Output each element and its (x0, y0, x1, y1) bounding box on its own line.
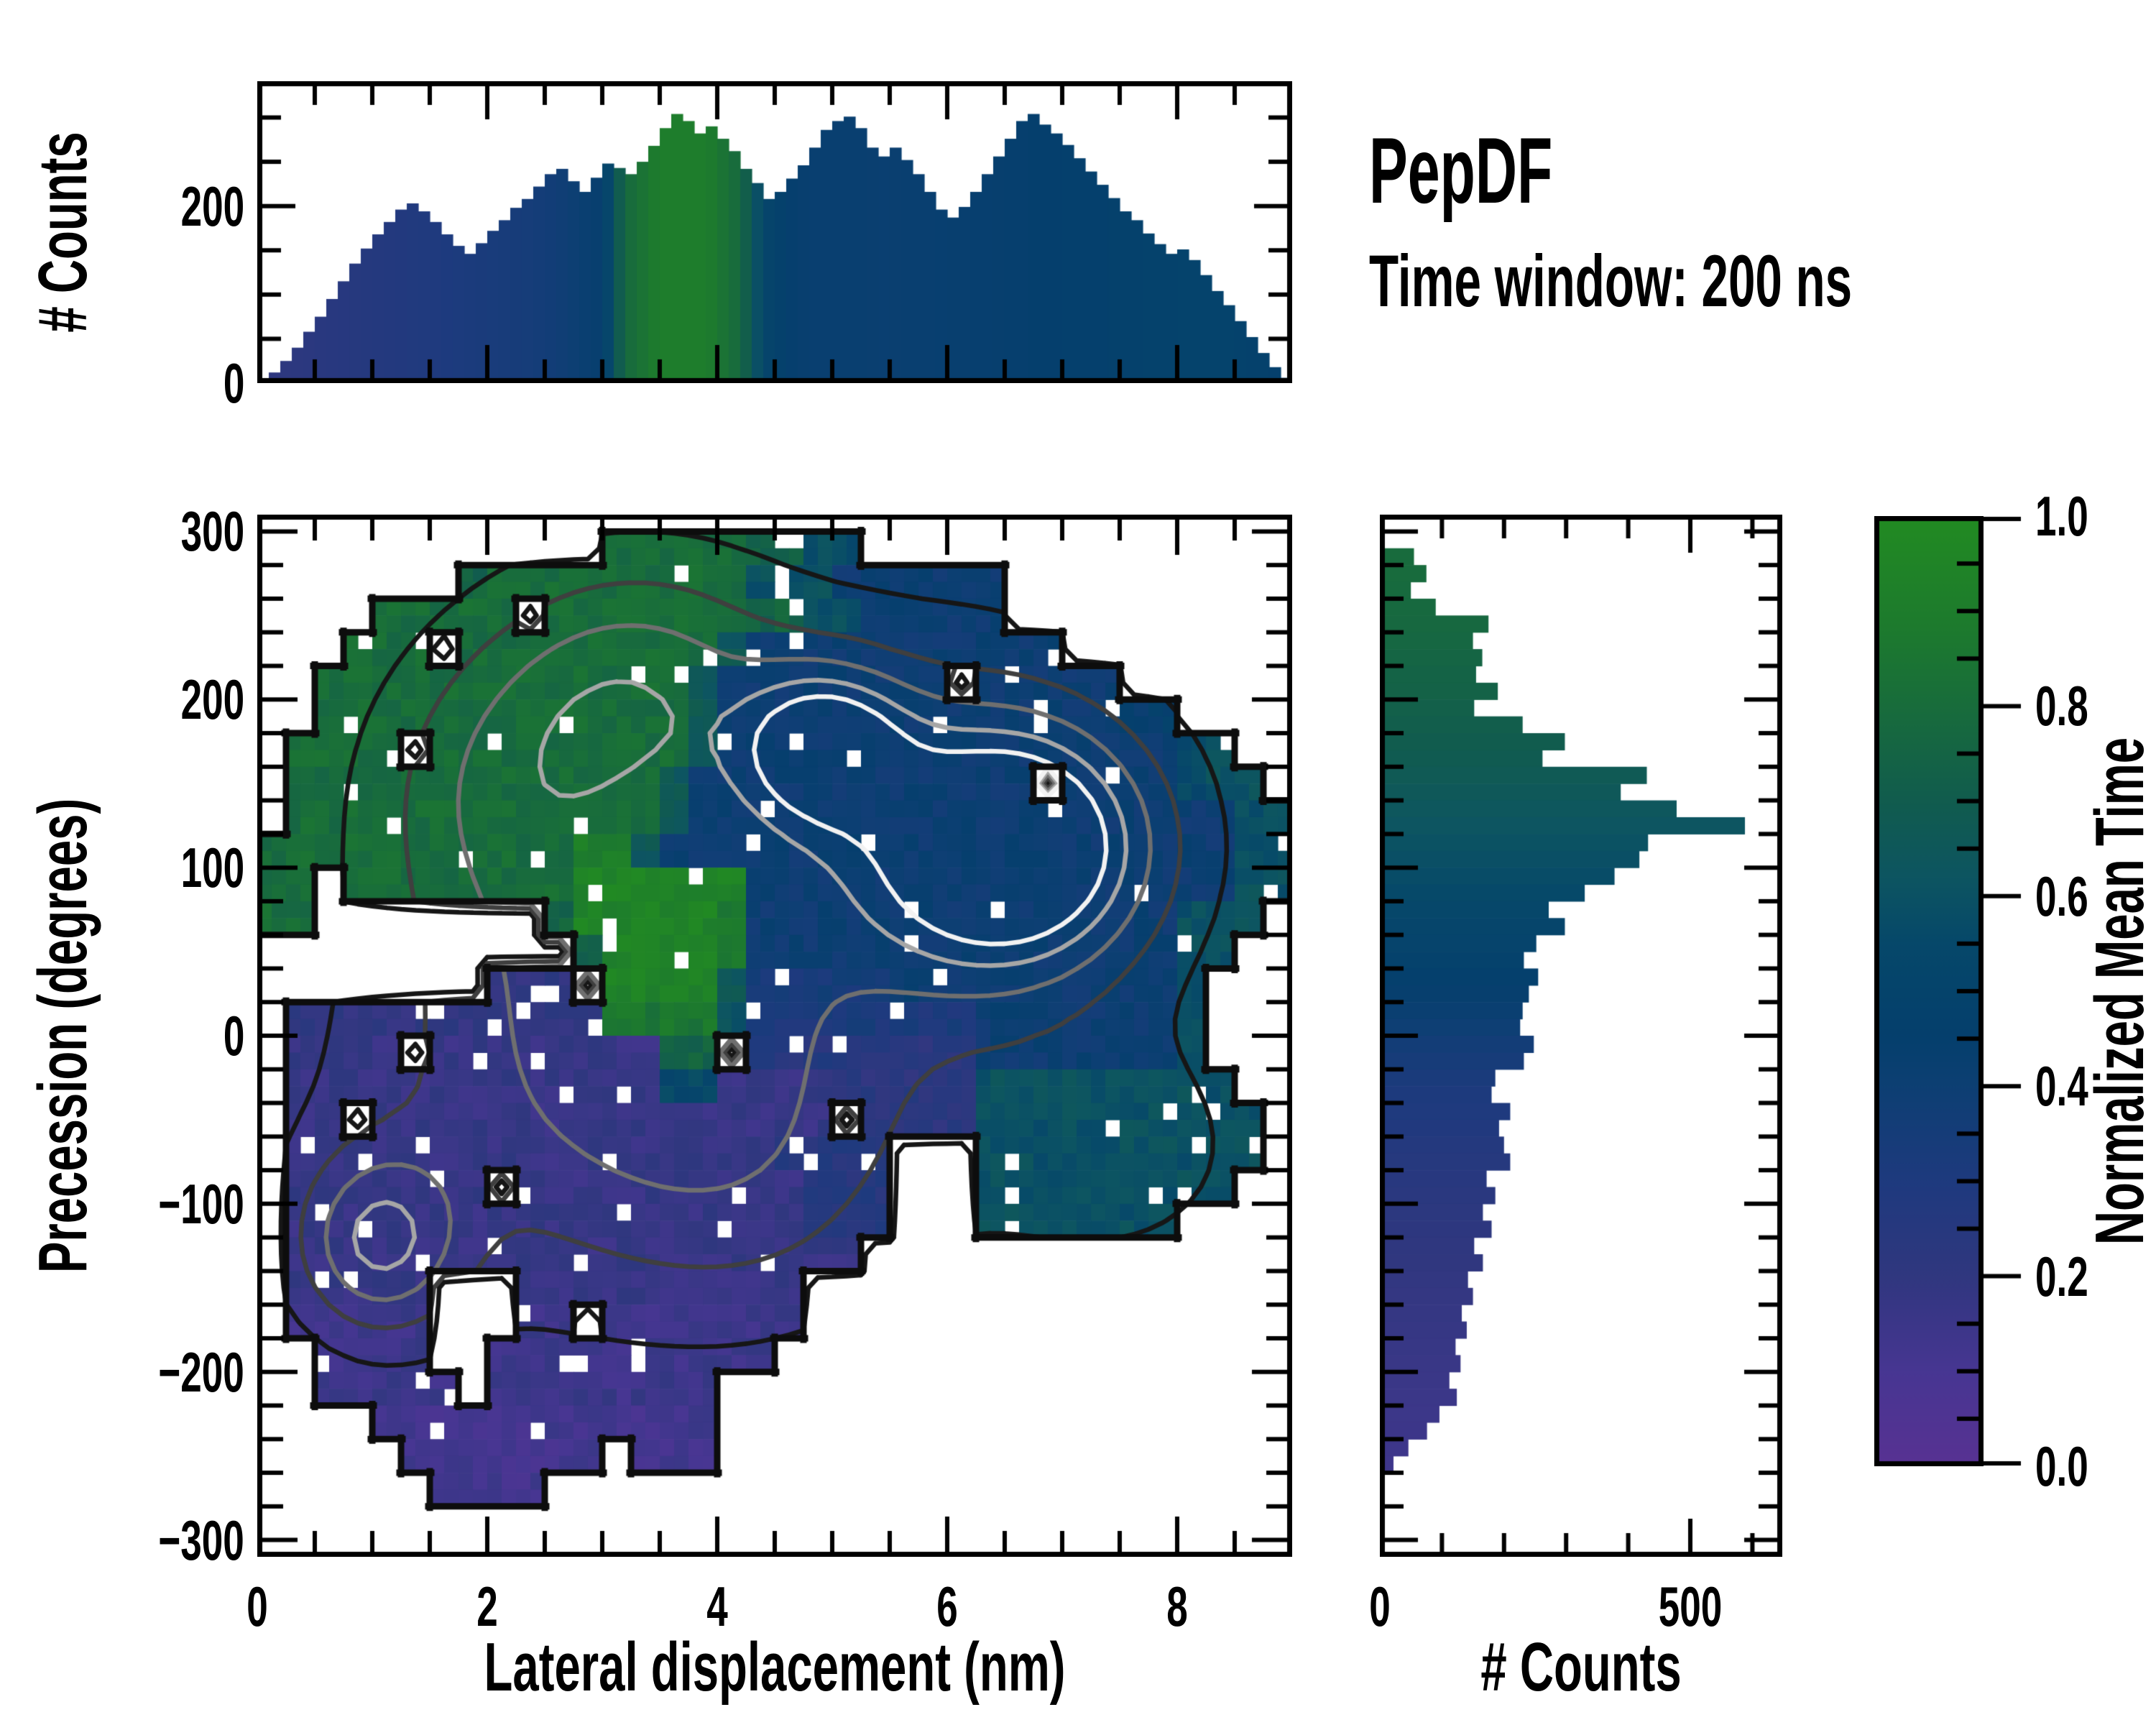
colorbar-tick-label: 0.2 (2035, 1244, 2088, 1308)
colorbar-label: Normalized Mean Time (2081, 737, 2156, 1246)
colorbar-tick-label: 0.4 (2035, 1054, 2088, 1118)
main-y-tick-label: 100 (180, 836, 244, 900)
top-hist-y-tick-label: 0 (223, 351, 244, 415)
colorbar-tick-label: 0.8 (2035, 674, 2088, 738)
main-y-tick-label: 200 (180, 668, 244, 732)
figure-title: PepDF (1369, 118, 1553, 223)
main-x-tick-label: 0 (247, 1575, 268, 1638)
right-hist-x-axis-label: # Counts (1480, 1629, 1682, 1706)
top-histogram-canvas (257, 81, 1292, 383)
colorbar-tick-label: 0.6 (2035, 864, 2088, 928)
right-hist-x-tick-label: 0 (1369, 1575, 1391, 1638)
right-histogram-canvas (1380, 515, 1782, 1557)
right-hist-x-tick-label: 500 (1658, 1575, 1723, 1638)
main-x-tick-label: 2 (476, 1575, 498, 1638)
top-hist-y-axis-label: # Counts (24, 132, 101, 333)
main-y-tick-label: −300 (158, 1508, 244, 1572)
heatmap-canvas (257, 515, 1292, 1557)
colorbar-tick-label: 0.0 (2035, 1435, 2088, 1498)
top-hist-y-tick-label: 200 (180, 174, 244, 238)
main-x-tick-label: 8 (1166, 1575, 1188, 1638)
main-x-tick-label: 4 (706, 1575, 728, 1638)
main-y-tick-label: −100 (158, 1172, 244, 1236)
main-y-tick-label: 0 (223, 1004, 244, 1067)
main-y-tick-label: −200 (158, 1340, 244, 1404)
colorbar-tick-label: 1.0 (2035, 484, 2088, 548)
main-y-axis-label: Precession (degrees) (24, 798, 101, 1274)
main-x-axis-label: Lateral displacement (nm) (484, 1629, 1066, 1706)
colorbar-canvas (1874, 516, 2027, 1466)
main-x-tick-label: 6 (936, 1575, 958, 1638)
figure-subtitle: Time window: 200 ns (1369, 240, 1853, 322)
main-y-tick-label: 300 (180, 500, 244, 564)
